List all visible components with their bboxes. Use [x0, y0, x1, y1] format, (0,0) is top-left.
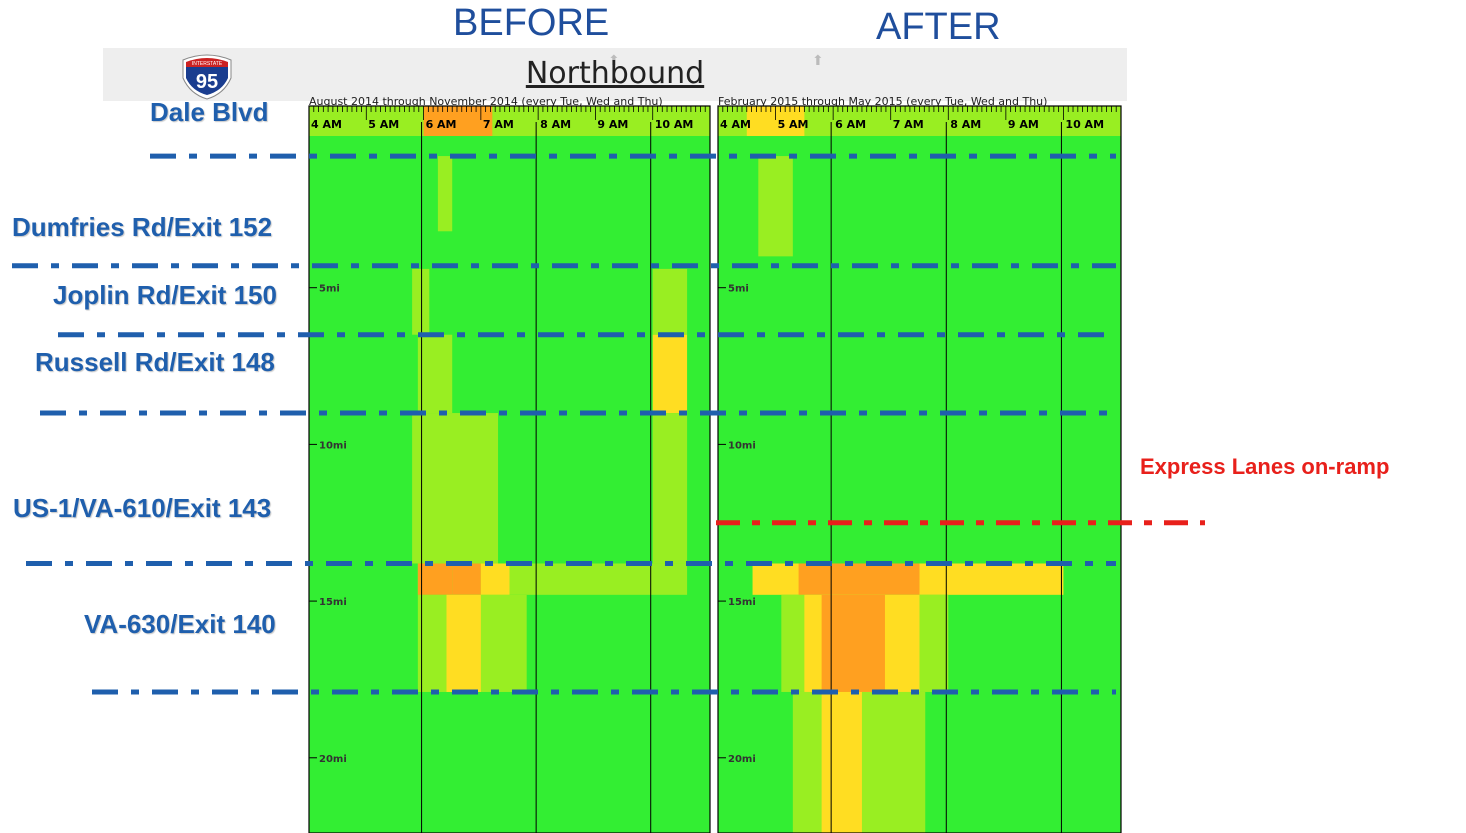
location-label: Joplin Rd/Exit 150: [53, 280, 277, 310]
express-lanes-annotation: Express Lanes on-ramp: [1140, 454, 1390, 479]
chart-title: Northbound: [525, 56, 705, 91]
location-label: Dumfries Rd/Exit 152: [12, 212, 273, 242]
panel-after: 4 AM 5 AM 6 AM 7 AM 8 AM 9 AM 10 AM 5mi 10mi 15mi…: [717, 105, 1122, 833]
shield-number: 95: [196, 71, 218, 93]
heat-cell: [412, 268, 430, 335]
time-tick-label: 7 AM: [483, 118, 514, 131]
time-tick-label: 4 AM: [720, 118, 751, 131]
location-label: Dale Blvd: [150, 97, 269, 127]
time-tick-label: 5 AM: [368, 118, 399, 131]
heat-cell: [758, 156, 793, 257]
heat-cell: [452, 563, 481, 595]
location-label: VA-630/Exit 140: [84, 609, 276, 639]
chart-title-bar: ⬆ Northbound ⬆: [103, 48, 1127, 101]
time-tick-label: 9 AM: [597, 118, 628, 131]
before-header: BEFORE: [453, 2, 610, 44]
time-tick-label: 4 AM: [311, 118, 342, 131]
heat-cell: [652, 268, 688, 335]
time-tick-label: 6 AM: [835, 118, 866, 131]
panel-border: [717, 105, 1122, 833]
location-label: US-1/VA-610/Exit 143: [13, 493, 272, 523]
heat-cell: [437, 156, 453, 232]
panel-border: [308, 105, 711, 833]
heat-cell: [412, 413, 499, 564]
panel-before: 4 AM 5 AM 6 AM 7 AM 8 AM 9 AM 10 AM 5mi 10mi 15mi…: [308, 105, 711, 833]
heat-cell: [798, 563, 920, 595]
period-before: August 2014 through November 2014 (every…: [309, 95, 663, 108]
heat-cell: [652, 334, 688, 414]
shield-label: INTERSTATE: [192, 61, 223, 67]
mile-tick-label: 15mi: [319, 597, 347, 608]
interstate-shield-icon: INTERSTATE 95: [182, 54, 232, 100]
after-header: AFTER: [876, 6, 1001, 48]
time-tick-label: 5 AM: [778, 118, 809, 131]
heat-cell: [821, 594, 885, 692]
heat-cell: [446, 594, 481, 692]
mile-tick-label: 5mi: [728, 284, 749, 295]
heat-cell: [417, 334, 453, 414]
up-arrow-icon: ⬆: [608, 52, 620, 68]
heat-cell: [821, 691, 862, 833]
heat-cell: [417, 563, 453, 595]
mile-tick-label: 10mi: [319, 440, 347, 451]
time-tick-label: 9 AM: [1008, 118, 1039, 131]
up-arrow-icon: ⬆: [812, 52, 824, 68]
mile-tick-label: 20mi: [319, 754, 347, 765]
panel-background: [309, 106, 710, 833]
period-after: February 2015 through May 2015 (every Tu…: [718, 95, 1048, 108]
time-tick-label: 7 AM: [893, 118, 924, 131]
time-tick-label: 6 AM: [426, 118, 457, 131]
mile-tick-label: 20mi: [728, 754, 756, 765]
mile-tick-label: 5mi: [319, 284, 340, 295]
time-tick-label: 8 AM: [540, 118, 571, 131]
mile-tick-label: 10mi: [728, 440, 756, 451]
time-tick-label: 10 AM: [1065, 118, 1104, 131]
heat-cell: [652, 413, 688, 564]
mile-tick-label: 15mi: [728, 597, 756, 608]
time-tick-label: 10 AM: [655, 118, 694, 131]
location-label: Russell Rd/Exit 148: [35, 347, 275, 377]
heat-cell: [480, 563, 510, 595]
time-tick-label: 8 AM: [950, 118, 981, 131]
